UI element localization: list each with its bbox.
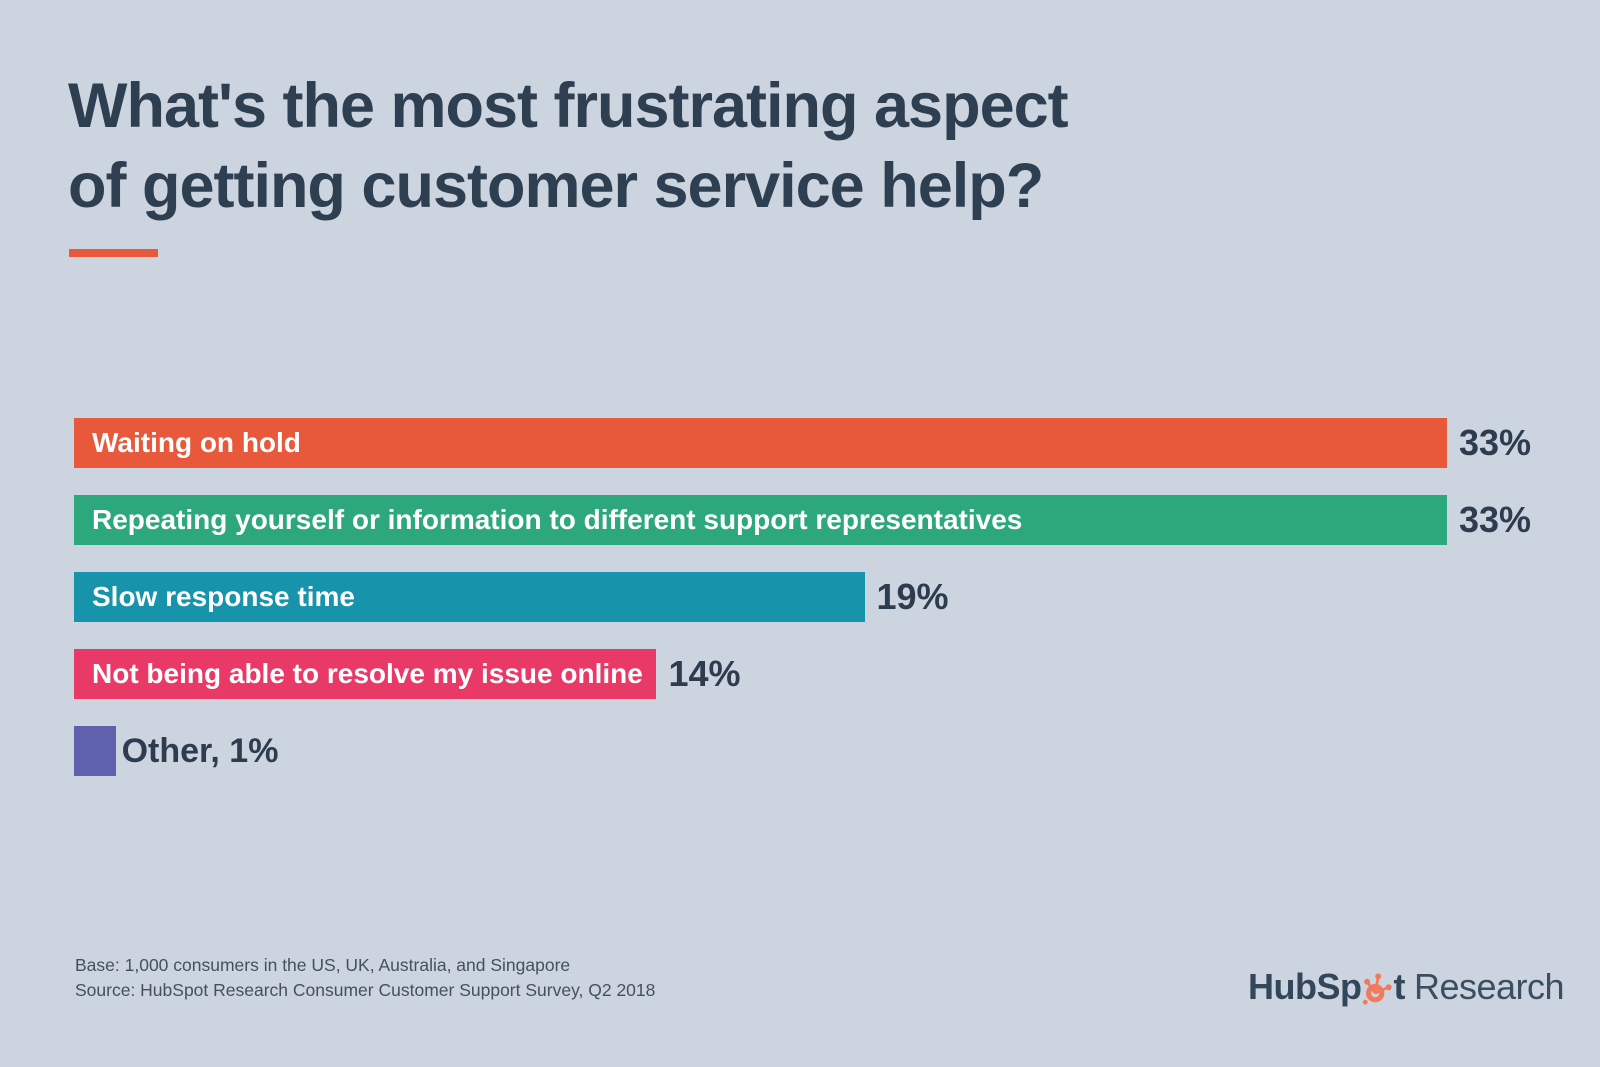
bar: Repeating yourself or information to dif… [74, 495, 1447, 545]
title-underline-accent [69, 249, 158, 257]
bar-value-label: 14% [668, 653, 741, 694]
bar [74, 726, 116, 776]
bar-row: Not being able to resolve my issue onlin… [74, 649, 1447, 699]
footnote-source: Source: HubSpot Research Consumer Custom… [75, 980, 656, 1000]
chart-title: What's the most frustrating aspect of ge… [68, 71, 1069, 221]
logo-text-hubsp: HubSp [1248, 966, 1362, 1007]
bar: Waiting on hold [74, 418, 1447, 468]
bar-value-label: 33% [1459, 422, 1532, 463]
bar-value-label: 19% [876, 576, 949, 617]
bar-value-label: 33% [1459, 499, 1532, 540]
bar: Not being able to resolve my issue onlin… [74, 649, 657, 699]
bar-category-label: Slow response time [92, 581, 355, 612]
bar-category-label: Waiting on hold [92, 427, 301, 458]
bar-chart: Waiting on hold 33% Repeating yourself o… [74, 418, 1531, 803]
footnote-base: Base: 1,000 consumers in the US, UK, Aus… [75, 955, 571, 975]
bar-row: Other, 1% [74, 726, 1447, 776]
hubspot-research-logo: HubSp t Research [1248, 966, 1565, 1008]
bar-row: Slow response time 19% [74, 572, 1447, 622]
footnotes: Base: 1,000 consumers in the US, UK, Aus… [75, 953, 655, 1003]
bar-row: Waiting on hold 33% [74, 418, 1531, 468]
logo-text-research: Research [1413, 966, 1565, 1007]
bar-value-label: Other, 1% [121, 731, 279, 770]
bar: Slow response time [74, 572, 865, 622]
logo-text-t: t [1393, 966, 1405, 1007]
bar-category-label: Repeating yourself or information to dif… [92, 504, 1023, 535]
hubspot-sprocket-icon [1363, 973, 1393, 1005]
bar-row: Repeating yourself or information to dif… [74, 495, 1531, 545]
bar-category-label: Not being able to resolve my issue onlin… [92, 658, 643, 689]
